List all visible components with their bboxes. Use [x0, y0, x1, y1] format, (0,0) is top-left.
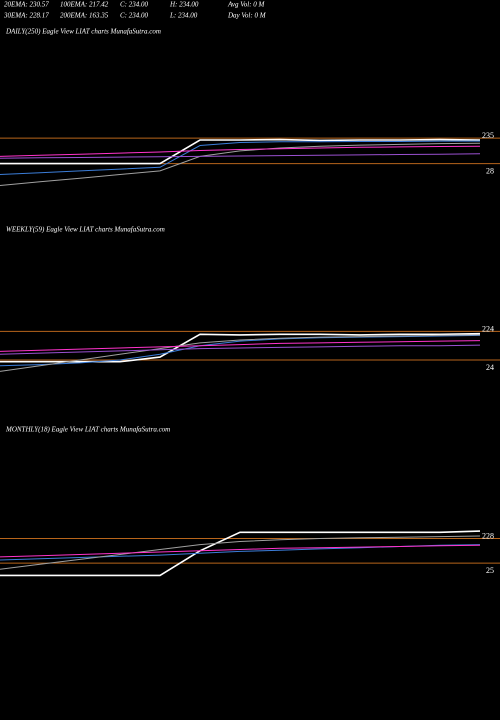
price-line	[0, 530, 481, 577]
panel-title: DAILY(250) Eagle View LIAT charts Munafa…	[5, 28, 161, 36]
ema-line	[0, 142, 481, 186]
ema-line	[0, 344, 481, 355]
ema-line	[0, 334, 481, 367]
header-stat: 100EMA: 217.42	[60, 1, 109, 9]
panel-title: WEEKLY(59) Eagle View LIAT charts Munafa…	[6, 226, 165, 234]
price-level-label: 24	[486, 363, 494, 372]
ema-line	[0, 340, 481, 352]
ema-line	[0, 535, 481, 570]
ema-line	[0, 153, 481, 159]
header-stat: 200EMA: 163.35	[60, 12, 109, 20]
header-stat: Day Vol: 0 M	[227, 12, 267, 20]
price-line	[0, 332, 481, 363]
header-stat: C: 234.00	[120, 1, 149, 9]
header-stat: L: 234.00	[169, 12, 198, 20]
price-level-label: 235	[482, 131, 494, 140]
price-level-label: 28	[486, 166, 494, 175]
price-level-label: 224	[482, 324, 494, 333]
header-stat: C: 234.00	[120, 12, 149, 20]
ema-line	[0, 140, 480, 175]
ema-line	[0, 334, 481, 372]
price-level-label: 25	[486, 566, 494, 575]
price-line	[0, 138, 481, 165]
ema-line	[0, 544, 481, 558]
header-stat: 30EMA: 228.17	[3, 12, 49, 20]
header-stat: H: 234.00	[169, 1, 199, 9]
header-stat: Avg Vol: 0 M	[227, 1, 266, 9]
panel-title: MONTHLY(18) Eagle View LIAT charts Munaf…	[5, 426, 170, 434]
ema-line	[0, 145, 481, 157]
header-stat: 20EMA: 230.57	[4, 1, 49, 9]
price-level-label: 228	[482, 531, 494, 540]
